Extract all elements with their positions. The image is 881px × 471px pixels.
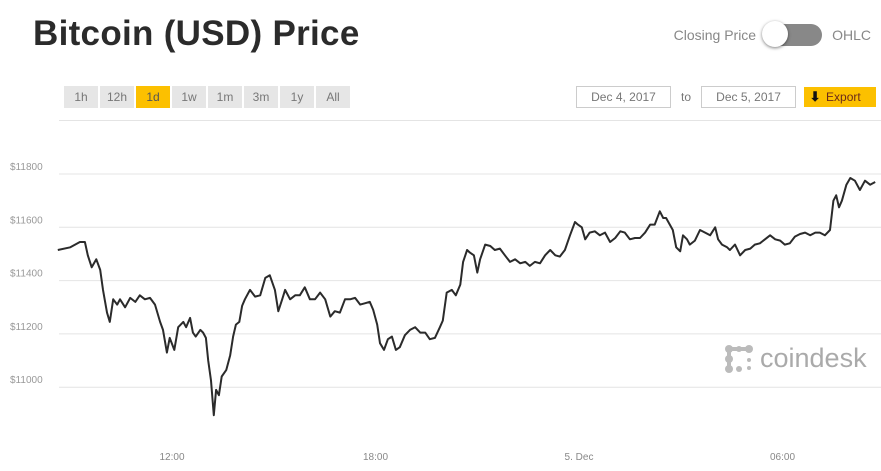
ohlc-label[interactable]: OHLC: [832, 27, 871, 43]
range-button-12h[interactable]: 12h: [100, 86, 134, 108]
y-tick-label: $11400: [10, 269, 43, 280]
x-tick-label: 5. Dec: [565, 452, 594, 463]
x-tick-label: 18:00: [363, 452, 388, 463]
to-label: to: [681, 90, 692, 104]
range-selector: 1h 12h 1d 1w 1m 3m 1y All: [64, 86, 350, 108]
date-range: Dec 4, 2017 to Dec 5, 2017 ⬇ Export: [576, 86, 877, 108]
range-button-1y[interactable]: 1y: [280, 86, 314, 108]
range-button-all[interactable]: All: [316, 86, 350, 108]
range-button-1d[interactable]: 1d: [136, 86, 170, 108]
range-button-1m[interactable]: 1m: [208, 86, 242, 108]
price-type-toggle[interactable]: [762, 21, 823, 47]
price-line: [57, 177, 876, 417]
export-button[interactable]: ⬇ Export: [804, 87, 877, 107]
y-tick-label: $11000: [10, 375, 43, 386]
y-tick-label: $11200: [10, 322, 43, 333]
export-label: Export: [826, 90, 861, 104]
y-tick-label: $11800: [10, 162, 43, 173]
coindesk-logo-icon: [725, 344, 753, 373]
price-type-toggle-group: Closing Price OHLC: [673, 21, 871, 47]
range-button-1w[interactable]: 1w: [172, 86, 206, 108]
coindesk-logo-text: coindesk: [760, 343, 867, 373]
end-date-input[interactable]: Dec 5, 2017: [701, 86, 797, 108]
start-date-input[interactable]: Dec 4, 2017: [576, 86, 671, 108]
page-title: Bitcoin (USD) Price: [33, 14, 360, 53]
header-divider: [59, 120, 881, 121]
x-tick-label: 06:00: [770, 452, 795, 463]
closing-price-label[interactable]: Closing Price: [673, 27, 757, 43]
range-button-3m[interactable]: 3m: [244, 86, 278, 108]
y-tick-label: $11600: [10, 215, 43, 226]
range-button-1h[interactable]: 1h: [64, 86, 98, 108]
toggle-knob[interactable]: [762, 21, 789, 47]
arrow-down-icon: ⬇: [809, 89, 821, 104]
coindesk-logo: coindesk: [724, 343, 867, 374]
x-tick-label: 12:00: [159, 452, 184, 463]
